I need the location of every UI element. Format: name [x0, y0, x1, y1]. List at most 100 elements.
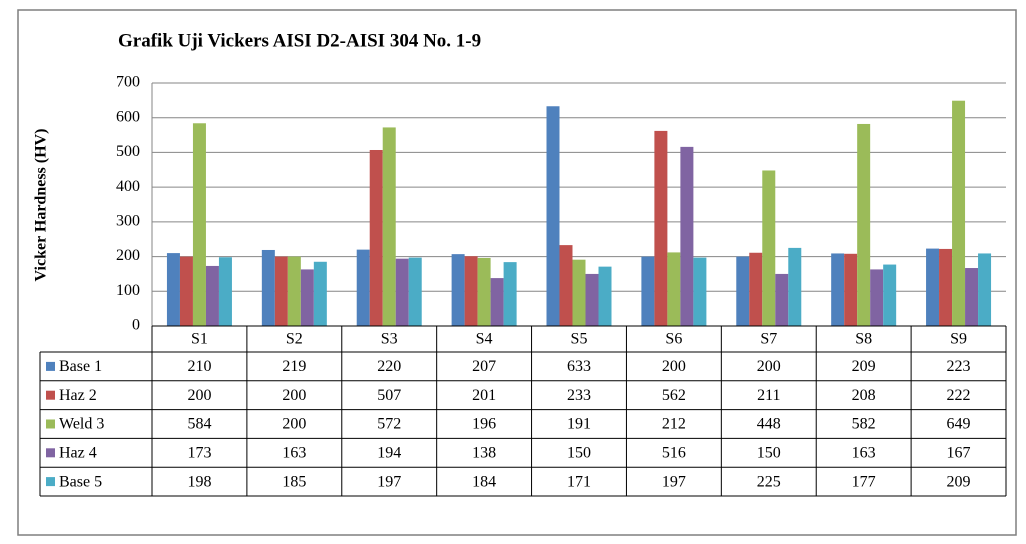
table-cell: 194 [377, 444, 401, 461]
table-cell: 200 [187, 387, 211, 404]
bar [572, 259, 586, 326]
bar [775, 273, 789, 326]
table-cell: 584 [187, 416, 211, 433]
bar [192, 123, 206, 326]
bar [831, 253, 845, 326]
table-cell: 200 [757, 358, 781, 375]
legend-key [46, 477, 55, 487]
bar [261, 249, 275, 326]
y-tick-label: 700 [116, 74, 140, 91]
table-cell: 200 [282, 416, 306, 433]
table-cell: 171 [567, 473, 591, 490]
legend-key [46, 419, 55, 429]
table-cell: 209 [852, 358, 876, 375]
bar [382, 127, 396, 326]
table-cell: 222 [947, 387, 971, 404]
table-cell: 208 [852, 387, 876, 404]
bar [477, 257, 491, 326]
table-cell: 572 [377, 416, 401, 433]
bar [300, 269, 314, 326]
table-cell: 211 [757, 387, 780, 404]
table-cell: 225 [757, 473, 781, 490]
table-cell: 197 [662, 473, 686, 490]
table-cell: 516 [662, 444, 686, 461]
y-tick-label: 300 [116, 213, 140, 230]
bar [218, 257, 232, 326]
bar [939, 248, 953, 326]
table-cell: 177 [852, 473, 876, 490]
bar [287, 256, 301, 326]
table-cell: 197 [377, 473, 401, 490]
table-cell: 198 [187, 473, 211, 490]
bar [559, 245, 573, 326]
bar [762, 170, 776, 326]
bar [978, 253, 992, 326]
legend-label: Haz 2 [59, 387, 97, 404]
table-cell: 163 [282, 444, 306, 461]
table-cell: 212 [662, 416, 686, 433]
table-cell: 207 [472, 358, 496, 375]
x-tick-label: S4 [476, 331, 493, 348]
bar [503, 262, 517, 326]
table-cell: 163 [852, 444, 876, 461]
table-cell: 562 [662, 387, 686, 404]
legend-key [46, 448, 55, 458]
table-cell: 649 [947, 416, 971, 433]
table-cell: 582 [852, 416, 876, 433]
bar [844, 253, 858, 326]
bar [585, 273, 599, 326]
bar [356, 249, 370, 326]
bar [641, 256, 655, 326]
bar [546, 106, 560, 326]
legend-label: Haz 4 [59, 444, 97, 461]
bar [680, 146, 694, 326]
table-cell: 200 [662, 358, 686, 375]
x-tick-label: S3 [381, 331, 398, 348]
bar [736, 256, 750, 326]
bar [654, 130, 668, 326]
table-cell: 448 [757, 416, 781, 433]
bar [408, 257, 422, 326]
bar [667, 252, 681, 326]
bar [451, 254, 465, 326]
chart-title: Grafik Uji Vickers AISI D2-AISI 304 No. … [118, 30, 481, 51]
bar [490, 278, 504, 326]
table-cell: 173 [187, 444, 211, 461]
bar [179, 256, 193, 326]
table-cell: 633 [567, 358, 591, 375]
y-tick-label: 500 [116, 143, 140, 160]
table-cell: 138 [472, 444, 496, 461]
x-tick-label: S7 [760, 331, 777, 348]
bar [926, 248, 940, 326]
table-cell: 184 [472, 473, 496, 490]
x-tick-label: S9 [950, 331, 967, 348]
bar [274, 256, 288, 326]
table-cell: 167 [947, 444, 971, 461]
x-tick-label: S2 [286, 331, 303, 348]
x-tick-label: S1 [191, 331, 208, 348]
bar [749, 252, 763, 326]
legend-key [46, 361, 55, 371]
table-cell: 219 [282, 358, 306, 375]
y-axis-title: Vicker Hardness (HV) [33, 129, 50, 282]
bar [369, 149, 383, 326]
bar [395, 258, 409, 326]
legend-label: Base 5 [59, 473, 102, 490]
bar [598, 266, 612, 326]
x-tick-label: S6 [665, 331, 682, 348]
y-tick-label: 400 [116, 178, 140, 195]
bar [965, 268, 979, 326]
y-tick-label: 100 [116, 282, 140, 299]
bar [205, 265, 219, 326]
bar [952, 100, 966, 326]
bar [857, 123, 871, 326]
table-cell: 201 [472, 387, 496, 404]
table-cell: 185 [282, 473, 306, 490]
table-cell: 233 [567, 387, 591, 404]
bar [883, 264, 897, 326]
bar [870, 269, 884, 326]
y-tick-label: 0 [132, 317, 140, 334]
table-cell: 210 [187, 358, 211, 375]
legend-label: Weld 3 [59, 416, 104, 433]
